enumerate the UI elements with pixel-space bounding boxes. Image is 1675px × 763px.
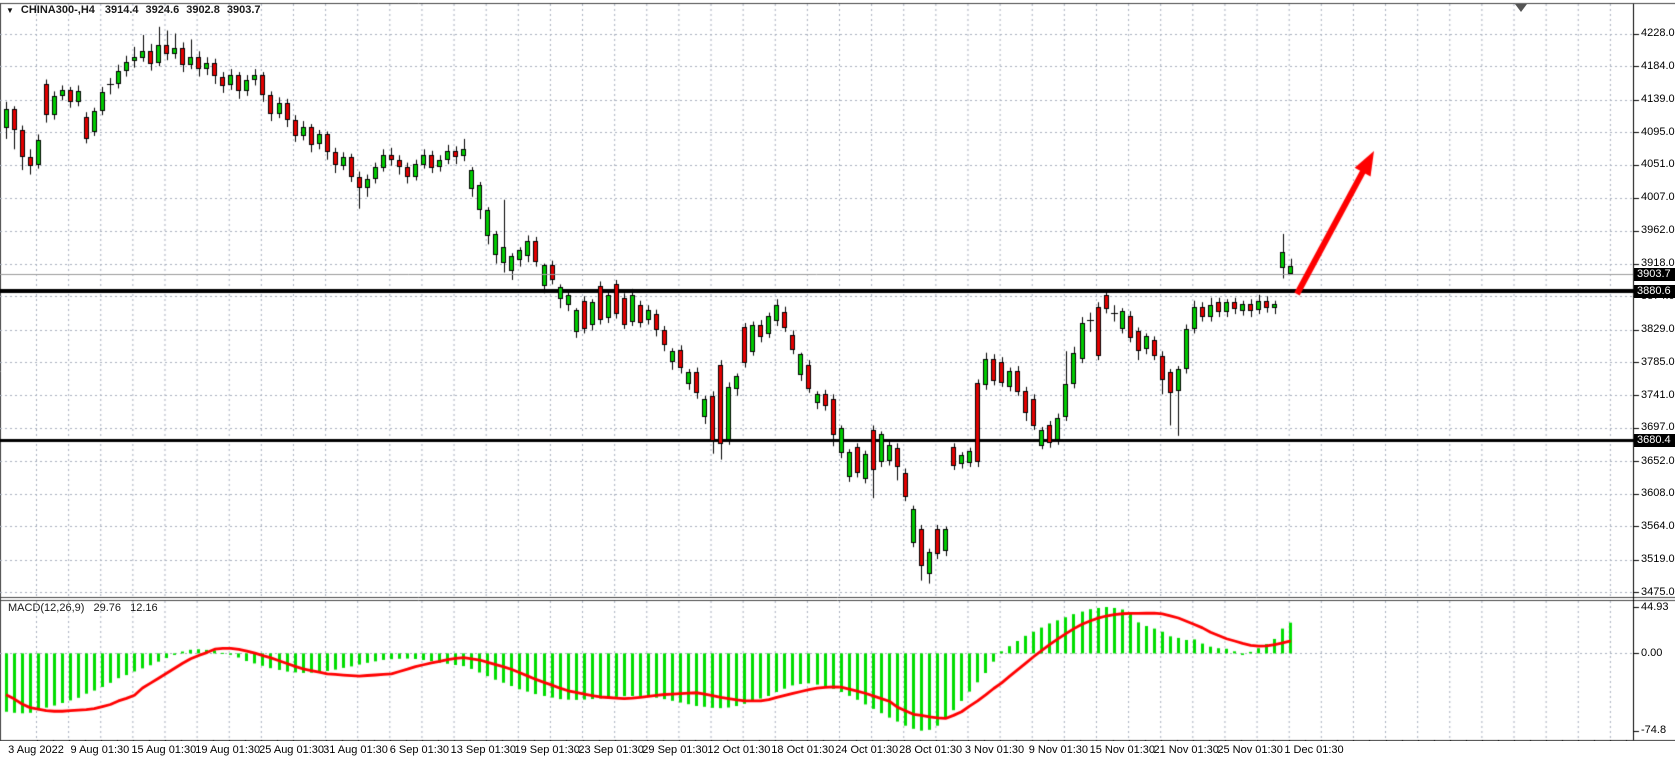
price-tick-label: 4139.0 <box>1641 93 1675 106</box>
macd-value: 29.76 <box>93 602 122 614</box>
price-tick-label: 3697.0 <box>1641 421 1675 434</box>
time-tick-label: 24 Oct 01:30 <box>835 744 899 756</box>
hline-lower-price-badge: 3680.4 <box>1634 433 1675 447</box>
current-price-badge: 3903.7 <box>1634 267 1675 281</box>
price-tick-label: 3829.0 <box>1641 323 1675 336</box>
price-tick-label: 3519.0 <box>1641 553 1675 566</box>
ohlc-low: 3902.8 <box>186 4 220 16</box>
time-tick-label: 19 Sep 01:30 <box>514 744 580 756</box>
price-tick-label: 4007.0 <box>1641 191 1675 204</box>
price-tick-label: 3962.0 <box>1641 224 1675 237</box>
symbol-timeframe-label: CHINA300-,H4 <box>20 4 95 16</box>
macd-tick-label: 44.93 <box>1641 600 1669 613</box>
price-tick-label: 3918.0 <box>1641 257 1675 270</box>
macd-indicator-label: MACD(12,26,9) 29.76 12.16 <box>8 602 164 614</box>
time-tick-label: 15 Aug 01:30 <box>131 744 197 756</box>
price-tick-label: 4184.0 <box>1641 59 1675 72</box>
price-tick-label: 3475.0 <box>1641 585 1675 598</box>
macd-signal-value: 12.16 <box>130 602 158 614</box>
time-tick-label: 23 Sep 01:30 <box>578 744 644 756</box>
macd-tick-label: -74.8 <box>1641 724 1667 737</box>
hline-upper-price-badge: 3880.6 <box>1634 284 1675 298</box>
macd-tick-label: 0.00 <box>1641 646 1663 659</box>
chart-title-bar: ▼ CHINA300-,H4 3914.4 3924.6 3902.8 3903… <box>6 3 268 17</box>
price-tick-label: 3652.0 <box>1641 454 1675 467</box>
time-tick-label: 12 Oct 01:30 <box>707 744 771 756</box>
time-tick-label: 29 Sep 01:30 <box>642 744 708 756</box>
time-tick-label: 13 Sep 01:30 <box>450 744 517 756</box>
macd-name: MACD(12,26,9) <box>8 602 85 614</box>
ohlc-high: 3924.6 <box>145 4 180 16</box>
chevron-down-icon[interactable]: ▼ <box>6 5 14 15</box>
price-tick-label: 3741.0 <box>1641 388 1675 401</box>
time-tick-label: 3 Aug 2022 <box>8 744 64 756</box>
ohlc-open: 3914.4 <box>104 4 139 16</box>
time-tick-label: 28 Oct 01:30 <box>899 744 963 756</box>
time-tick-label: 21 Nov 01:30 <box>1153 744 1219 756</box>
time-tick-label: 31 Aug 01:30 <box>323 744 388 756</box>
price-tick-label: 3785.0 <box>1641 355 1675 368</box>
price-tick-label: 4095.0 <box>1641 125 1675 138</box>
price-tick-label: 4051.0 <box>1641 158 1675 171</box>
time-tick-label: 19 Aug 01:30 <box>195 744 261 756</box>
time-tick-label: 1 Dec 01:30 <box>1284 744 1344 756</box>
time-tick-label: 25 Aug 01:30 <box>259 744 325 756</box>
price-tick-label: 3564.0 <box>1641 519 1675 532</box>
chart-shift-marker-icon[interactable] <box>1515 4 1527 12</box>
price-tick-label: 3608.0 <box>1641 487 1675 500</box>
time-tick-label: 3 Nov 01:30 <box>964 744 1025 756</box>
ohlc-close: 3903.7 <box>226 4 261 16</box>
time-tick-label: 25 Nov 01:30 <box>1217 744 1283 756</box>
time-tick-label: 9 Nov 01:30 <box>1028 744 1089 756</box>
time-tick-label: 9 Aug 01:30 <box>70 744 130 756</box>
time-axis[interactable]: 3 Aug 2022 9 Aug 01:30 15 Aug 01:30 19 Aug … <box>0 741 1675 763</box>
price-tick-label: 4228.0 <box>1641 27 1675 39</box>
time-tick-label: 18 Oct 01:30 <box>771 744 835 756</box>
time-tick-label: 6 Sep 01:30 <box>389 744 450 756</box>
time-tick-label: 15 Nov 01:30 <box>1089 744 1156 756</box>
